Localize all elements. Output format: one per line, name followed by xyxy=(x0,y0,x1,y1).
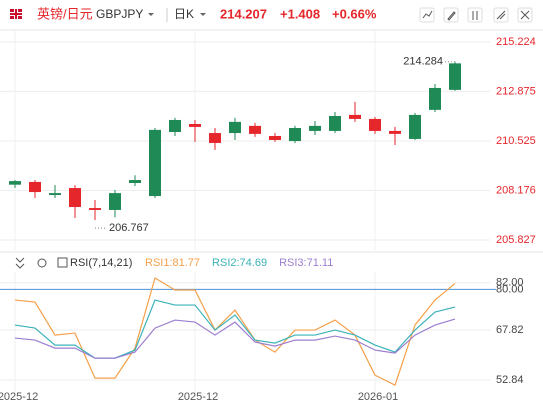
candle-body xyxy=(189,123,201,127)
candle-body xyxy=(89,208,101,210)
candle-body xyxy=(309,125,321,131)
candle-body xyxy=(29,181,41,193)
y-tick-label: 205.827 xyxy=(496,234,536,246)
rsi-line xyxy=(14,299,456,359)
rsi-line xyxy=(14,277,456,386)
y-tick-label: 210.525 xyxy=(496,135,536,147)
indicator-title: RSI(7,14,21) xyxy=(70,257,132,269)
candle-body xyxy=(169,119,181,132)
y-tick-label: 212.875 xyxy=(496,85,536,97)
candle-body xyxy=(449,63,461,90)
rsi-line xyxy=(14,318,456,359)
x-tick-label: 2025-12 xyxy=(0,391,38,403)
symbol[interactable]: GBPJPY xyxy=(96,7,143,21)
reference-label: 80.00 xyxy=(496,283,524,295)
legend-entry: RSI2:74.69 xyxy=(212,257,267,269)
candle-body xyxy=(329,115,341,131)
y-tick-label: 215.224 xyxy=(496,36,536,48)
legend-entry: RSI3:71.11 xyxy=(279,257,333,269)
x-tick-label: 2026-01 xyxy=(358,391,398,403)
pair-name[interactable]: 英镑/日元 xyxy=(37,6,93,21)
dropdown-icon[interactable] xyxy=(200,13,206,16)
candle-body xyxy=(409,114,421,139)
legend-entry: RSI1:81.77 xyxy=(145,257,200,269)
x-tick-label: 2025-12 xyxy=(178,391,218,403)
candle-body xyxy=(269,135,281,140)
flag-icon xyxy=(10,9,22,19)
low-label: 206.767 xyxy=(109,222,149,234)
candle-body xyxy=(429,87,441,110)
candle-body xyxy=(69,188,81,208)
y-tick-label: 82.00 xyxy=(496,277,524,289)
candle-body xyxy=(149,129,161,197)
price: 214.207 xyxy=(220,6,267,21)
toolbar[interactable] xyxy=(419,7,533,23)
period[interactable]: 日K xyxy=(174,7,194,21)
y-tick-label: 67.82 xyxy=(496,324,524,336)
candle-body xyxy=(209,133,221,143)
dropdown-icon[interactable] xyxy=(148,13,154,16)
candle-body xyxy=(109,193,121,210)
y-tick-label: 52.84 xyxy=(496,374,524,386)
candle-body xyxy=(249,125,261,134)
change-pct: +0.66% xyxy=(332,6,377,21)
candle-body xyxy=(49,193,61,195)
candle-body xyxy=(289,127,301,142)
y-tick-label: 208.176 xyxy=(496,184,536,196)
candle-body xyxy=(389,130,401,134)
candle-body xyxy=(229,121,241,134)
candle-body xyxy=(9,181,21,185)
candle-body xyxy=(349,114,361,119)
candle-body xyxy=(369,118,381,131)
indicator-icons[interactable] xyxy=(15,257,68,269)
change: +1.408 xyxy=(280,6,320,21)
candle-body xyxy=(129,180,141,183)
high-label: 214.284 xyxy=(403,56,443,68)
